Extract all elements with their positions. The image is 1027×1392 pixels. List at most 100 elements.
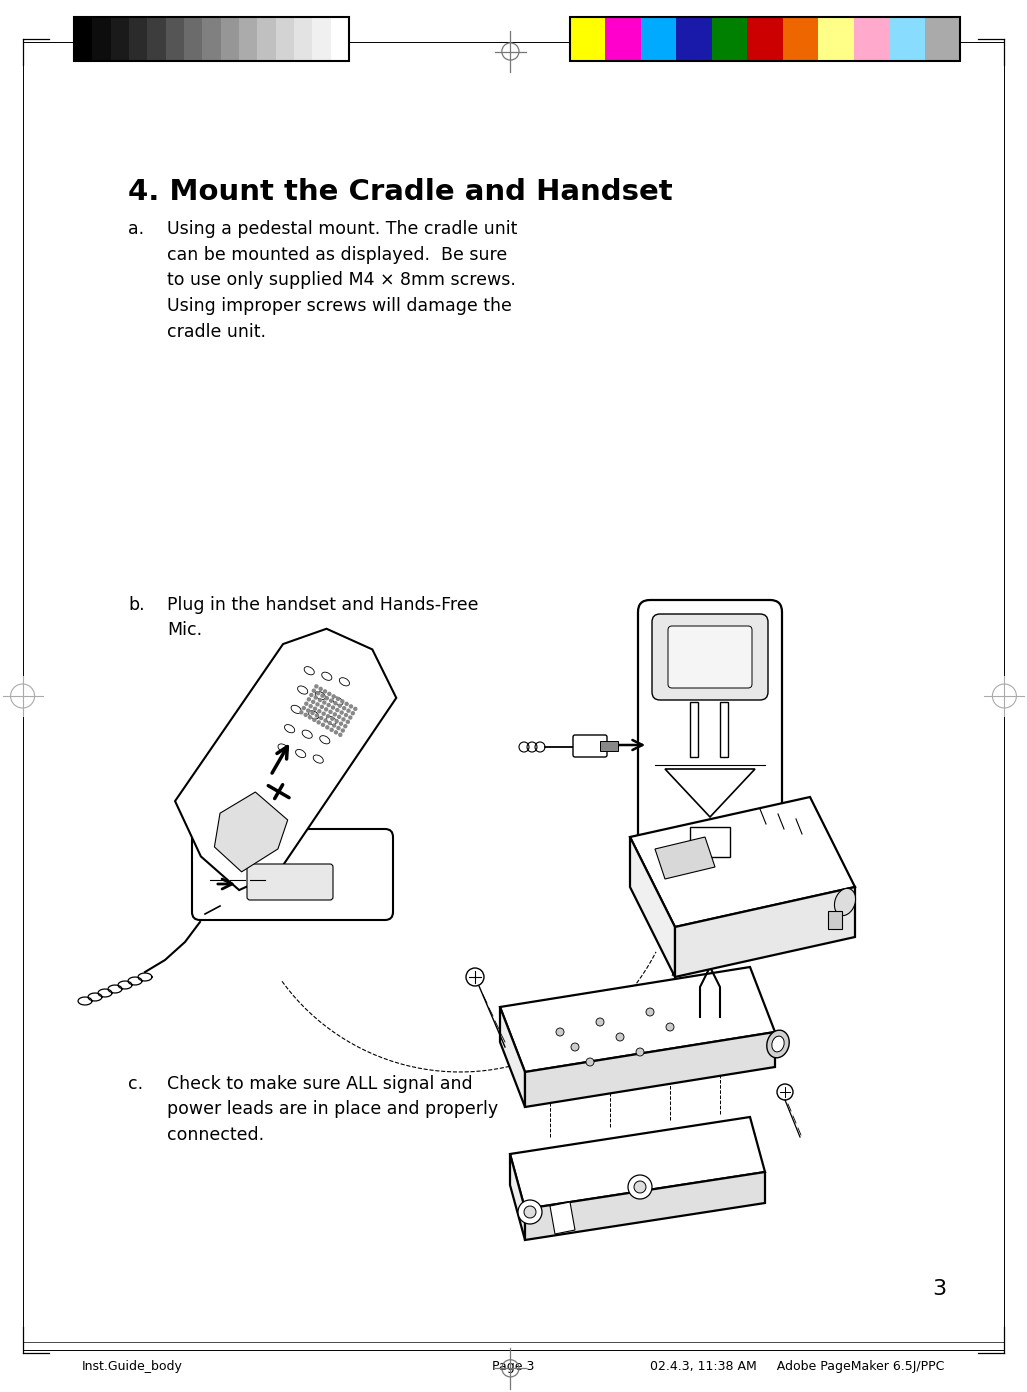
FancyBboxPatch shape [248,864,333,901]
Ellipse shape [772,1036,785,1052]
Circle shape [354,707,356,710]
Circle shape [586,1058,594,1066]
Circle shape [346,721,349,724]
Bar [853,17,889,61]
Circle shape [333,724,336,727]
Circle shape [336,709,339,711]
Text: 4. Mount the Cradle and Handset: 4. Mount the Cradle and Handset [128,178,673,206]
Circle shape [328,692,331,696]
Circle shape [304,713,307,717]
Circle shape [312,689,315,692]
Ellipse shape [291,706,301,714]
Text: Check to make sure ALL signal and
power leads are in place and properly
connecte: Check to make sure ALL signal and power … [167,1075,498,1144]
Bar [129,17,147,61]
Circle shape [320,706,324,709]
Bar [690,702,698,757]
Bar [712,17,748,61]
Bar [606,17,641,61]
Text: Inst.Guide_body: Inst.Guide_body [82,1360,183,1374]
Bar [294,17,312,61]
Polygon shape [175,629,396,889]
Polygon shape [215,792,288,871]
FancyBboxPatch shape [573,735,607,757]
Circle shape [337,697,340,700]
Ellipse shape [339,678,349,686]
Circle shape [634,1180,646,1193]
Polygon shape [510,1154,525,1240]
Ellipse shape [333,697,343,706]
Circle shape [340,711,343,714]
Polygon shape [630,798,855,927]
Circle shape [332,695,335,697]
Ellipse shape [321,672,332,681]
Circle shape [571,1043,579,1051]
Circle shape [627,1175,652,1199]
Ellipse shape [313,754,324,763]
Polygon shape [525,1031,775,1107]
Circle shape [309,704,312,707]
Bar [276,17,294,61]
Bar [924,17,960,61]
Bar [570,17,960,61]
Circle shape [322,702,326,704]
Circle shape [324,720,327,722]
Circle shape [665,1023,674,1031]
Circle shape [339,734,342,736]
Polygon shape [550,1203,575,1233]
Circle shape [313,718,316,721]
Bar [111,17,129,61]
Bar [828,910,842,928]
Bar [239,17,258,61]
Circle shape [330,728,333,731]
Ellipse shape [309,711,318,720]
Circle shape [342,718,345,721]
Circle shape [318,699,321,702]
Circle shape [311,711,314,714]
Circle shape [341,700,344,703]
Ellipse shape [284,725,295,732]
Bar [600,741,618,752]
Bar [147,17,165,61]
Circle shape [338,704,341,707]
Ellipse shape [835,888,855,916]
Circle shape [308,715,311,718]
Circle shape [349,715,352,720]
Circle shape [556,1029,564,1036]
Bar [720,702,728,757]
Circle shape [334,713,336,715]
Circle shape [351,711,354,714]
Circle shape [345,703,348,706]
Polygon shape [510,1116,765,1210]
Circle shape [341,729,344,732]
Circle shape [321,724,325,727]
Circle shape [331,717,334,720]
Circle shape [347,709,350,713]
Circle shape [322,713,326,715]
Bar [889,17,924,61]
Circle shape [616,1033,624,1041]
Circle shape [326,697,329,700]
Circle shape [646,1008,654,1016]
Text: c.: c. [128,1075,144,1093]
Polygon shape [655,837,715,878]
Text: a.: a. [128,220,145,238]
Text: Plug in the handset and Hands-Free
Mic.: Plug in the handset and Hands-Free Mic. [167,596,479,639]
Circle shape [332,706,335,709]
Circle shape [324,690,327,693]
Circle shape [327,714,330,718]
Text: Hands-Free Mic: Hands-Free Mic [703,866,821,881]
Ellipse shape [304,667,314,675]
Bar [312,17,331,61]
Bar [184,17,202,61]
Bar [92,17,111,61]
Circle shape [325,709,328,711]
Text: Using a pedestal mount. The cradle unit
can be mounted as displayed.  Be sure
to: Using a pedestal mount. The cradle unit … [167,220,518,341]
Bar [677,17,712,61]
Bar [221,17,239,61]
Polygon shape [525,1172,765,1240]
Polygon shape [500,967,775,1072]
Circle shape [330,699,333,702]
Circle shape [311,700,314,703]
Text: 02.4.3, 11:38 AM     Adobe PageMaker 6.5J/PPC: 02.4.3, 11:38 AM Adobe PageMaker 6.5J/PP… [650,1360,945,1374]
Circle shape [343,707,346,710]
